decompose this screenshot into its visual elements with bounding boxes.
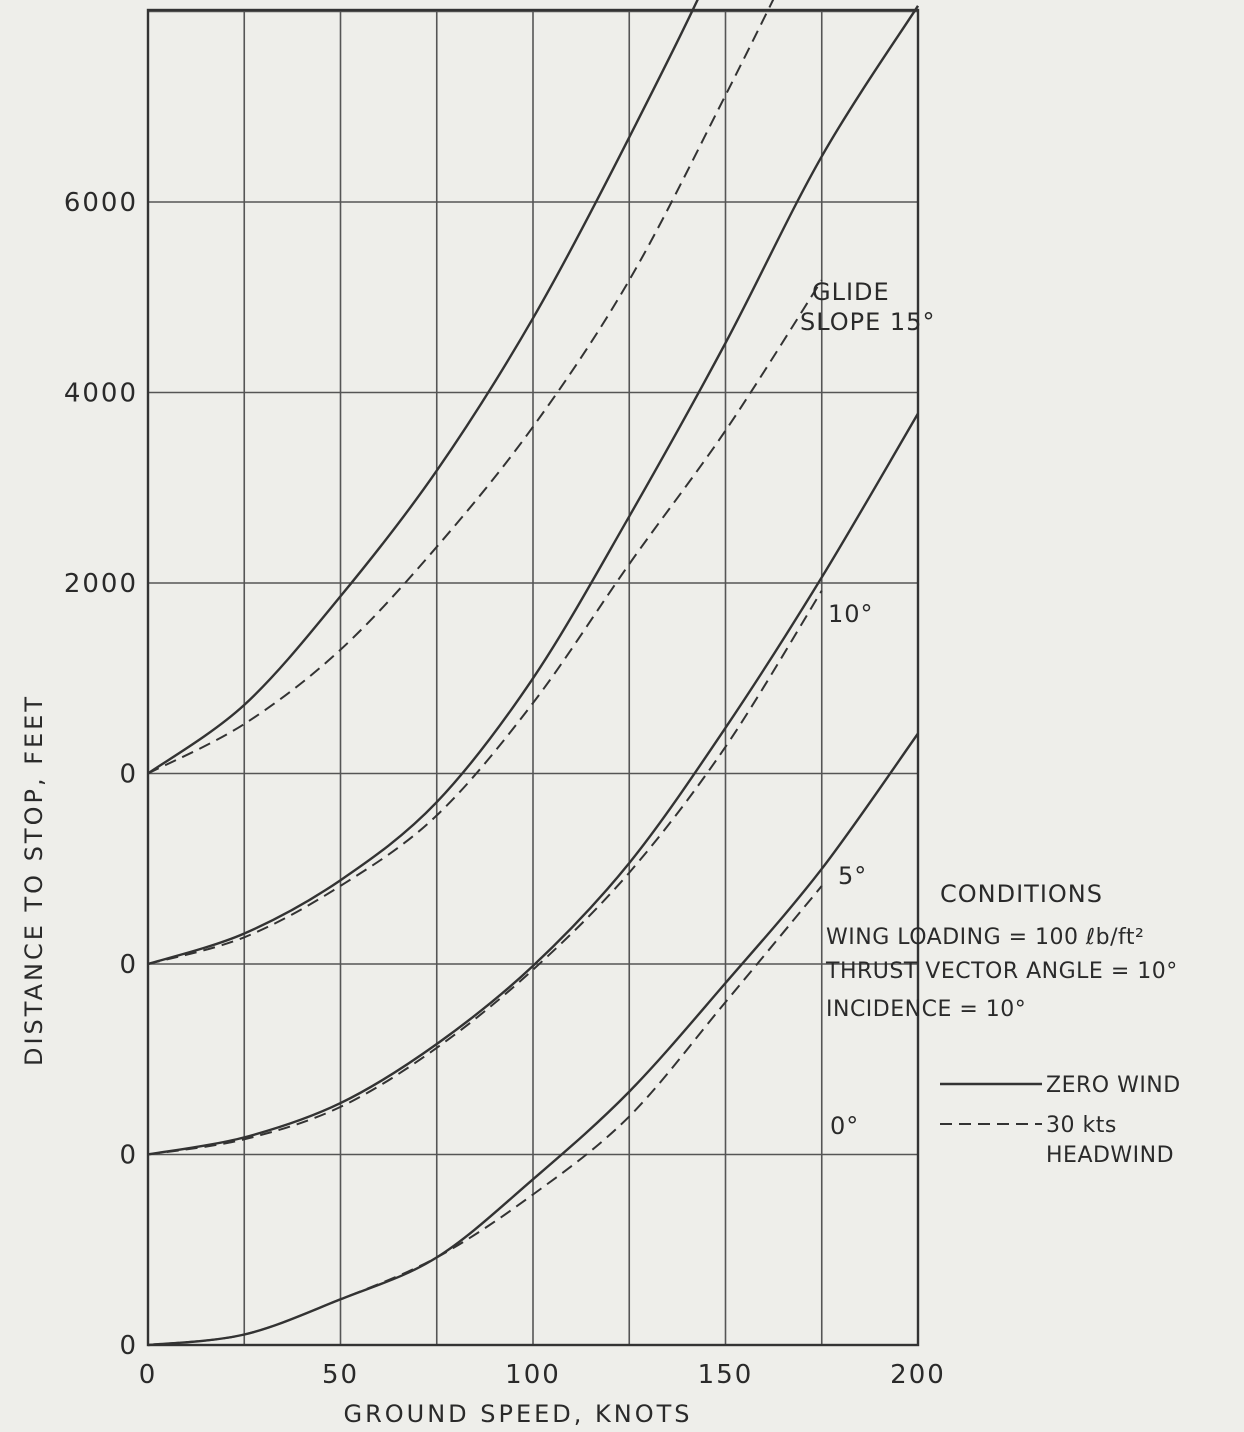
x-tick-label-50: 50: [322, 1360, 359, 1390]
y-tick-label-1: 0: [119, 1141, 138, 1171]
x-tick-label-0: 0: [139, 1360, 158, 1390]
conditions-heading: CONDITIONS: [940, 880, 1103, 908]
curve-15deg-30kts-headwind: [147, 0, 775, 775]
conditions-thrust-vector-angle: THRUST VECTOR ANGLE = 10°: [825, 959, 1178, 984]
y-axis-title: DISTANCE TO STOP, FEET: [20, 694, 48, 1066]
y-tick-label-6: 6000: [64, 188, 138, 218]
curve-10deg-30kts-headwind: [147, 279, 823, 965]
conditions-incidence: INCIDENCE = 10°: [826, 997, 1026, 1022]
curve-15deg-zero-wind: [147, 0, 699, 775]
y-tick-label-4: 2000: [64, 569, 138, 599]
curve-10deg-zero-wind: [147, 5, 920, 966]
curve-0deg-30kts-headwind: [147, 885, 823, 1346]
x-tick-label-200: 200: [890, 1360, 946, 1390]
grid: [148, 10, 918, 1345]
legend-solid-label: ZERO WIND: [1046, 1073, 1181, 1098]
y-tick-label-3: 0: [119, 760, 138, 790]
x-tick-labels: 0 50 100 150 200: [139, 1360, 946, 1390]
plot-frame: [146, 8, 920, 1347]
y-tick-label-5: 4000: [64, 379, 138, 409]
curve-label-0deg: 0°: [830, 1112, 859, 1140]
legend-dashed-label-line2: HEADWIND: [1046, 1143, 1174, 1168]
y-tick-label-2: 0: [119, 950, 138, 980]
glide-slope-label-line1: GLIDE: [812, 278, 890, 306]
legend: ZERO WIND 30 kts HEADWIND: [940, 1073, 1181, 1168]
curves: [147, 0, 920, 1347]
y-tick-label-0: 0: [119, 1331, 138, 1361]
x-axis-title: GROUND SPEED, KNOTS: [343, 1400, 692, 1428]
curve-0deg-zero-wind: [147, 732, 919, 1347]
curve-5deg-zero-wind: [147, 412, 920, 1156]
conditions-wing-loading: WING LOADING = 100 ℓb/ft²: [826, 925, 1144, 950]
x-tick-label-100: 100: [505, 1360, 561, 1390]
legend-dashed-label-line1: 30 kts: [1046, 1113, 1117, 1138]
x-tick-label-150: 150: [698, 1360, 754, 1390]
curve-label-5deg: 5°: [838, 862, 867, 890]
glide-slope-label-line2: SLOPE 15°: [800, 308, 935, 336]
y-tick-labels: 0 0 0 0 2000 4000 6000: [64, 188, 138, 1361]
curve-5deg-30kts-headwind: [147, 590, 823, 1156]
curve-label-10deg: 10°: [828, 600, 874, 628]
